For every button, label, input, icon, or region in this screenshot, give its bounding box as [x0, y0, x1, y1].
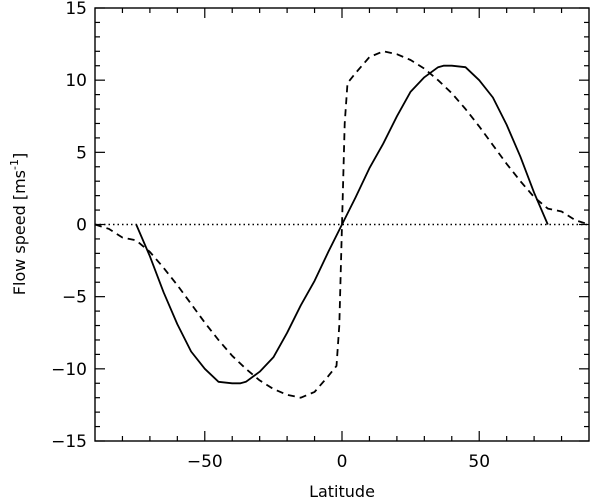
- y-tick-label: −5: [62, 288, 87, 308]
- y-tick-label: 10: [65, 71, 87, 91]
- x-tick-label: 0: [337, 452, 348, 472]
- y-tick-label: −10: [51, 360, 87, 380]
- y-axis-label: Flow speed [ms-1]: [8, 153, 29, 295]
- x-tick-label: 50: [468, 452, 490, 472]
- dashed-line-series: [94, 50, 590, 399]
- y-tick-label: 5: [76, 143, 87, 163]
- x-axis-label: Latitude: [309, 482, 375, 501]
- y-axis-label-main: Flow speed [ms: [10, 170, 29, 295]
- y-axis-label-close: ]: [10, 153, 29, 159]
- x-tick-label: −50: [187, 452, 223, 472]
- axis-ticks: [95, 7, 589, 442]
- series-group: [94, 50, 590, 399]
- y-axis-label-unit-sup: -1: [8, 159, 21, 170]
- y-tick-label: −15: [51, 432, 87, 452]
- y-tick-label: 0: [76, 216, 87, 236]
- solid-line-series: [135, 64, 549, 385]
- y-tick-label: 15: [65, 0, 87, 19]
